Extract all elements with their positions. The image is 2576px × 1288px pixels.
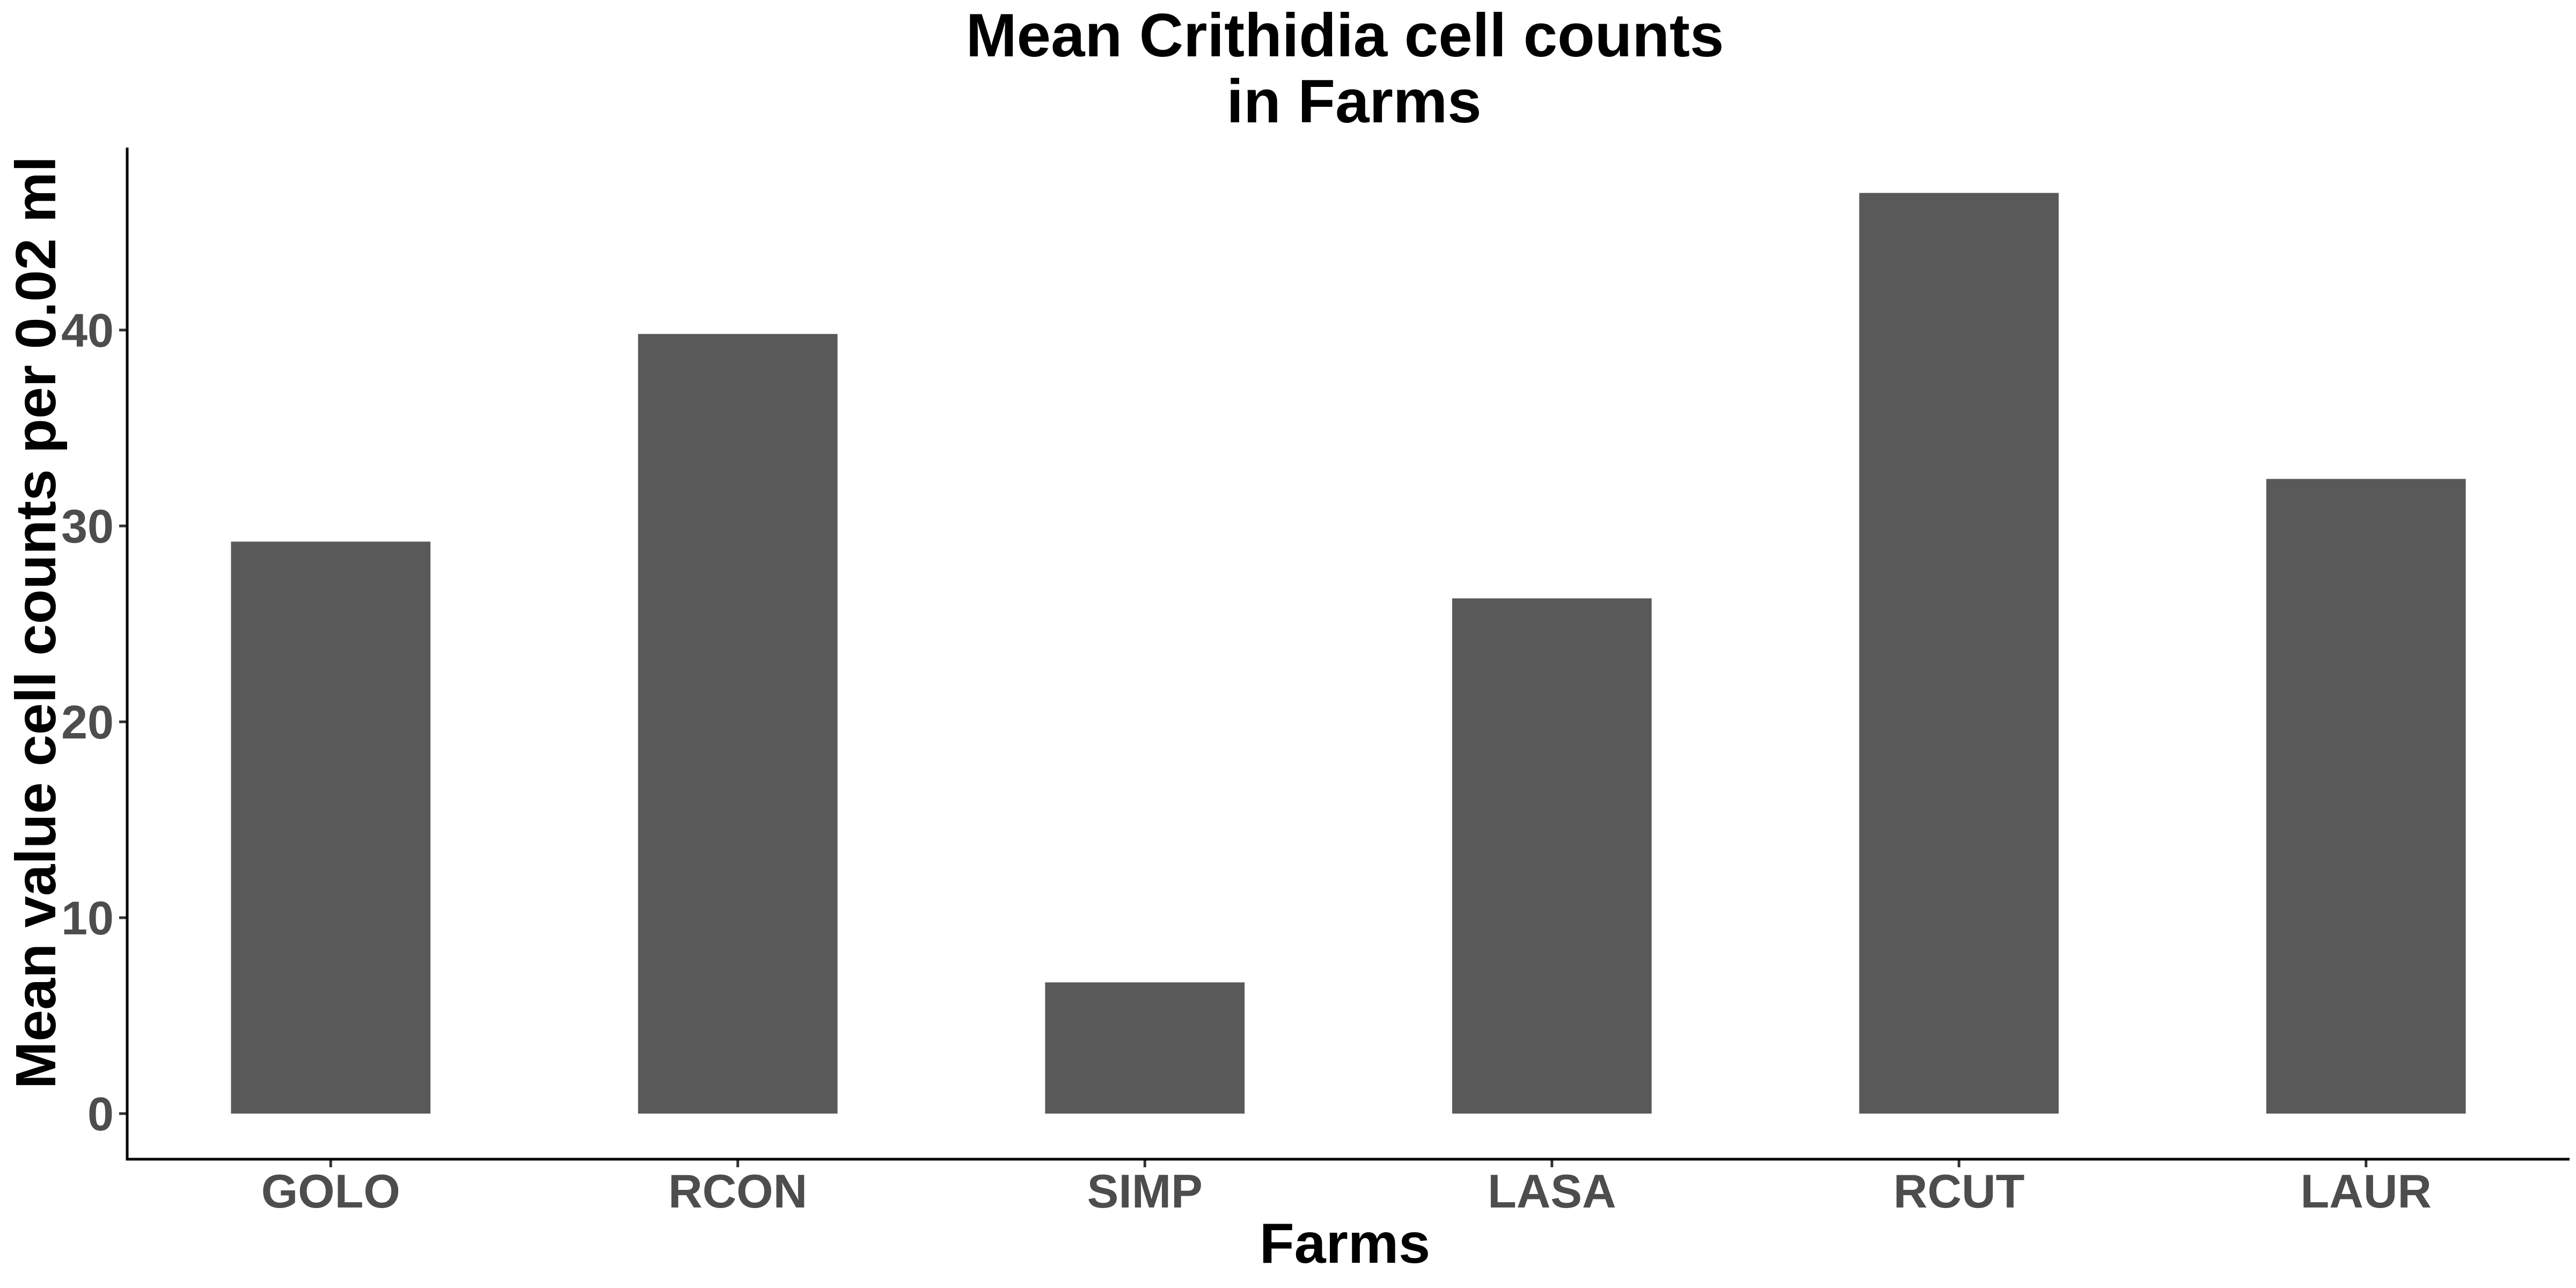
x-tick-label: SIMP	[1087, 1165, 1203, 1218]
chart-title-line-2: in Farms	[1226, 68, 1481, 136]
bar-simp	[1045, 982, 1245, 1114]
x-tick-label: RCON	[668, 1165, 807, 1218]
y-tick-label: 20	[61, 696, 114, 749]
bars-layer	[231, 193, 2466, 1114]
x-tick-label: LAUR	[2301, 1165, 2432, 1218]
bar-lasa	[1452, 598, 1652, 1114]
y-axis-ticks: 0 10 20 30 40	[61, 304, 127, 1140]
bar-rcut	[1859, 193, 2059, 1114]
x-tick-label: LASA	[1488, 1165, 1616, 1218]
bar-rcon	[638, 334, 838, 1114]
bar-laur	[2266, 479, 2466, 1114]
y-axis-title: Mean value cell counts per 0.02 ml	[4, 156, 68, 1089]
axis-lines	[126, 148, 2570, 1161]
y-tick-label: 10	[61, 891, 114, 945]
y-tick-label: 40	[61, 304, 114, 357]
x-axis-title: Farms	[1260, 1212, 1430, 1275]
y-tick-label: 30	[61, 500, 114, 553]
chart-title-line-1: Mean Crithidia cell counts	[966, 2, 1724, 70]
y-tick-label: 0	[87, 1087, 114, 1140]
x-axis-ticks: GOLO RCON SIMP LASA RCUT LAUR	[261, 1159, 2432, 1218]
bar-golo	[231, 541, 431, 1114]
x-tick-label: GOLO	[261, 1165, 400, 1218]
x-tick-label: RCUT	[1893, 1165, 2024, 1218]
